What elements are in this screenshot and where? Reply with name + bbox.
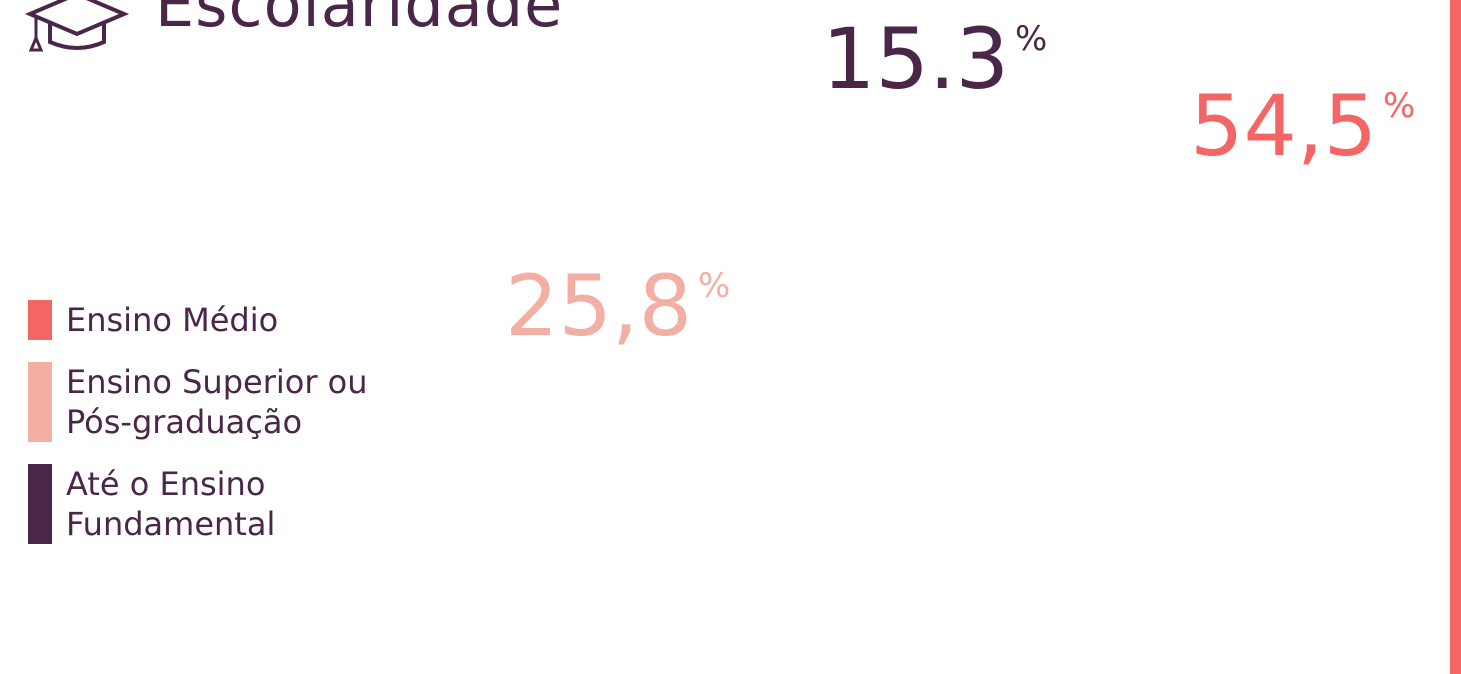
legend-item: Ensino Superior ou Pós-graduação: [28, 362, 588, 442]
legend: Ensino Médio Ensino Superior ou Pós-gradu…: [28, 300, 588, 566]
legend-swatch: [28, 362, 52, 442]
value-unit: %: [1015, 19, 1047, 59]
value-number: 25,8: [505, 257, 692, 355]
value-unit: %: [698, 266, 730, 306]
legend-label: Até o Ensino Fundamental: [66, 465, 276, 543]
legend-swatch: [28, 464, 52, 544]
legend-label: Ensino Superior ou Pós-graduação: [66, 363, 368, 441]
value-number: 15.3: [822, 10, 1009, 108]
value-label: 25,8%: [505, 257, 730, 355]
legend-swatch: [28, 300, 52, 340]
edge-bar: [1450, 0, 1461, 674]
value-unit: %: [1383, 86, 1415, 126]
legend-label: Ensino Médio: [66, 301, 279, 339]
value-number: 54,5: [1190, 77, 1377, 175]
cap-icon: [24, 0, 130, 52]
value-label: 15.3%: [822, 10, 1047, 108]
value-label: 54,5%: [1190, 77, 1415, 175]
legend-item: Ensino Médio: [28, 300, 588, 340]
chart-title: Escolaridade: [155, 0, 564, 41]
legend-item: Até o Ensino Fundamental: [28, 464, 588, 544]
